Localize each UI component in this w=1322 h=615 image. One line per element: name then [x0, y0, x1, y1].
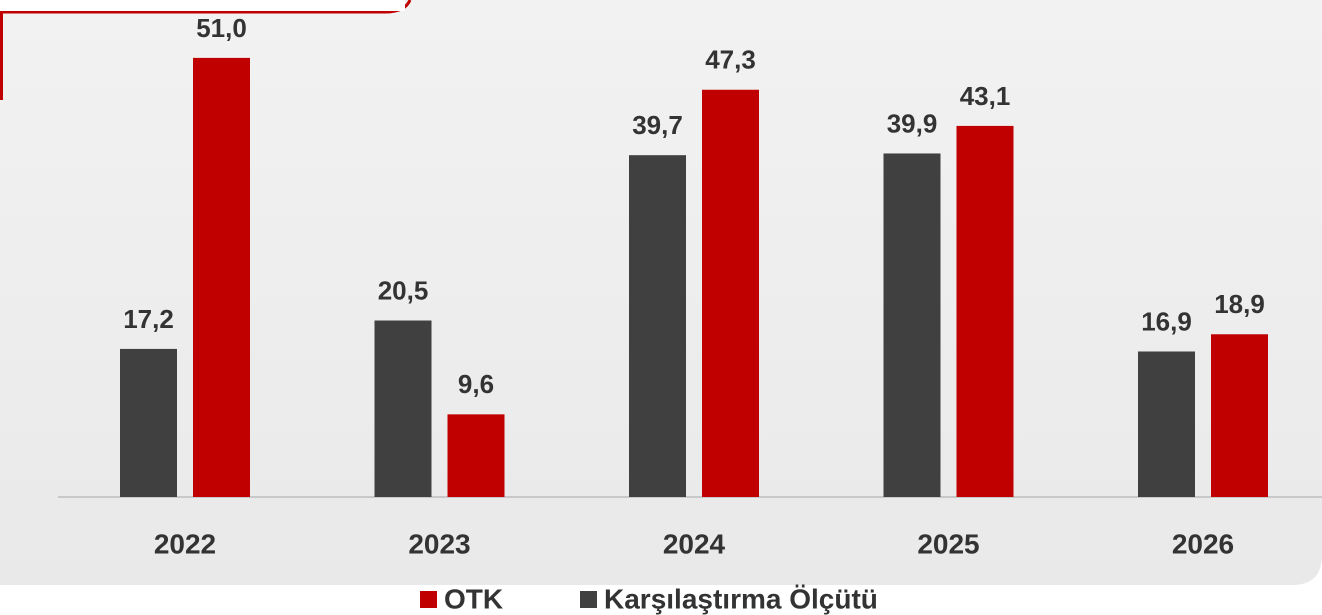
data-label: 39,9: [887, 108, 938, 138]
bar: [193, 57, 250, 497]
bar: [1211, 334, 1268, 497]
bar: [447, 414, 505, 497]
data-label: 18,9: [1214, 289, 1265, 319]
data-label: 17,2: [123, 304, 174, 334]
x-tick-label: 2022: [154, 528, 216, 559]
x-tick-label: 2023: [408, 528, 470, 559]
legend-label: OTK: [444, 583, 503, 614]
bar: [883, 153, 941, 497]
x-tick-label: 2026: [1172, 528, 1234, 559]
bar: [120, 348, 177, 497]
legend-swatch: [420, 591, 437, 608]
data-label: 51,0: [196, 13, 247, 43]
bar: [374, 320, 432, 497]
bar: [702, 89, 759, 497]
bar: [956, 125, 1014, 497]
data-label: 47,3: [705, 45, 756, 75]
data-label: 39,7: [632, 110, 683, 140]
data-label: 9,6: [458, 369, 494, 399]
legend-swatch: [580, 591, 597, 608]
x-tick-label: 2025: [917, 528, 979, 559]
bar: [1138, 351, 1195, 497]
header-box: [0, 0, 405, 11]
data-label: 43,1: [960, 81, 1011, 111]
data-label: 16,9: [1141, 306, 1192, 336]
legend-label: Karşılaştırma Ölçütü: [604, 583, 878, 614]
x-tick-label: 2024: [663, 528, 726, 559]
data-label: 20,5: [378, 275, 429, 305]
bar: [629, 155, 686, 498]
